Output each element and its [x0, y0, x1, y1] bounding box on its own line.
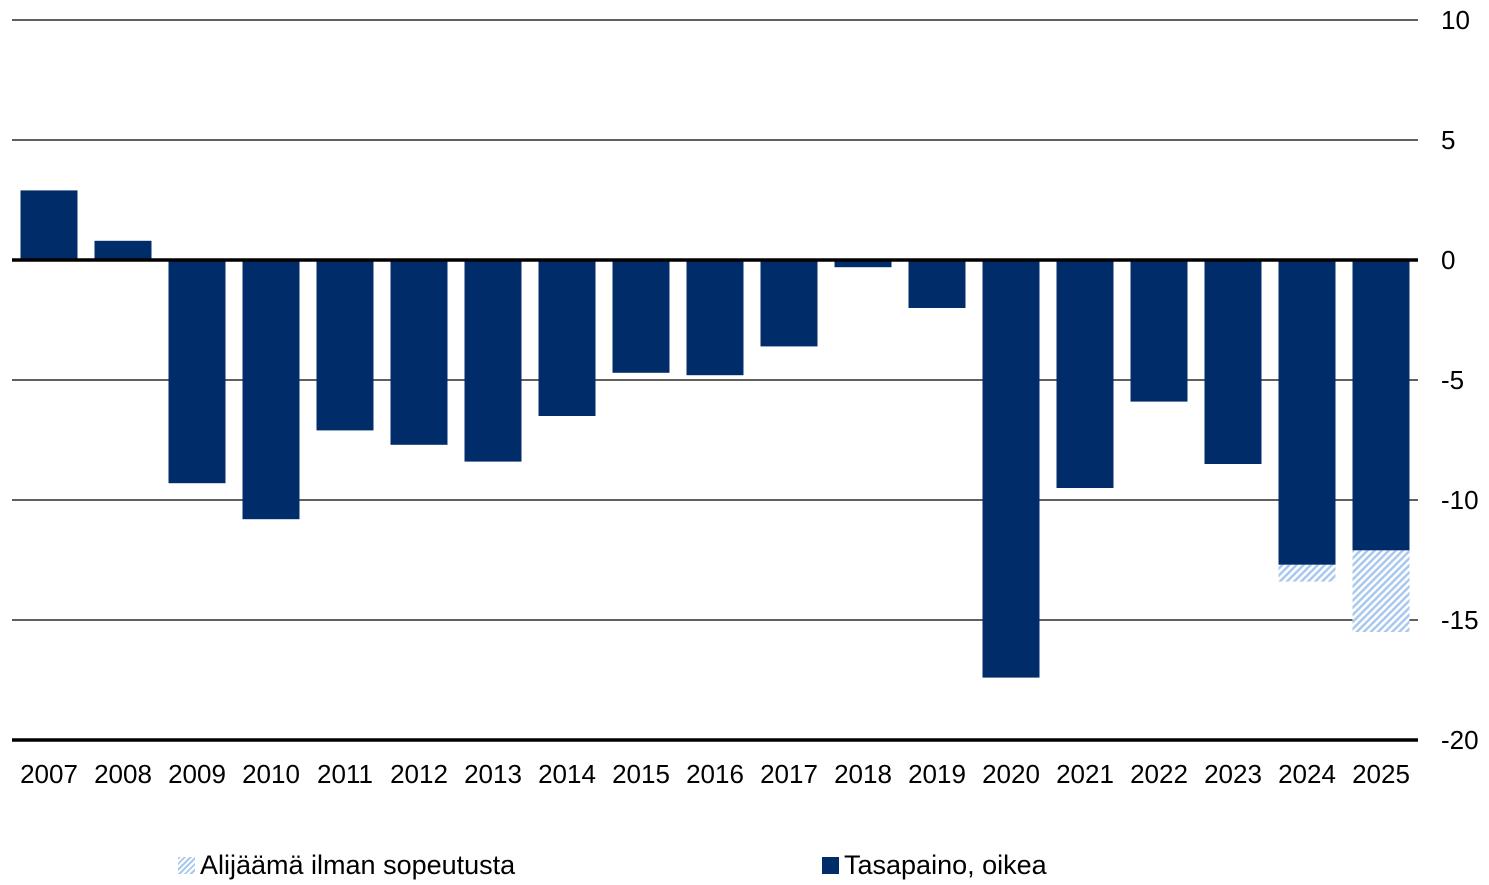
x-tick-label: 2009: [168, 759, 226, 789]
x-tick-label: 2007: [20, 759, 78, 789]
bar-balance-2016: [686, 260, 744, 376]
x-tick-label: 2015: [612, 759, 670, 789]
x-tick-label: 2011: [317, 759, 373, 789]
bar-balance-2018: [834, 260, 892, 268]
bars: [20, 190, 1410, 678]
legend-label: Alijäämä ilman sopeutusta: [200, 850, 516, 880]
legend-item-balance: Tasapaino, oikea: [822, 850, 1047, 881]
y-tick-label: -5: [1441, 365, 1464, 395]
bar-balance-2023: [1204, 260, 1262, 464]
x-tick-label: 2019: [908, 759, 966, 789]
x-axis-tick-labels: 2007 2008 2009 2010 2011 2012 2013 2014 2015 2016…: [20, 759, 1410, 789]
bar-balance-2013: [464, 260, 522, 462]
y-tick-label: -15: [1441, 605, 1479, 635]
x-tick-label: 2012: [390, 759, 448, 789]
x-tick-label: 2016: [686, 759, 744, 789]
x-tick-label: 2021: [1056, 759, 1114, 789]
x-tick-label: 2022: [1130, 759, 1188, 789]
y-tick-label: 10: [1441, 5, 1470, 35]
bar-balance-2015: [612, 260, 670, 373]
bar-balance-2022: [1130, 260, 1188, 402]
y-tick-label: -10: [1441, 485, 1479, 515]
bar-deficit-without-adjustment-2025: [1352, 550, 1410, 632]
x-tick-label: 2023: [1204, 759, 1262, 789]
x-tick-label: 2014: [538, 759, 596, 789]
x-tick-label: 2025: [1352, 759, 1410, 789]
y-tick-label: 5: [1441, 125, 1455, 155]
bar-balance-2008: [94, 240, 152, 260]
x-tick-label: 2017: [760, 759, 818, 789]
x-tick-label: 2008: [94, 759, 152, 789]
y-tick-label: -20: [1441, 725, 1479, 755]
x-tick-label: 2010: [242, 759, 300, 789]
hatched-square-icon: [178, 857, 195, 874]
bar-balance-2017: [760, 260, 818, 347]
bar-balance-2021: [1056, 260, 1114, 488]
bar-balance-2020: [982, 260, 1040, 678]
bar-balance-2012: [390, 260, 448, 445]
bar-balance-2024: [1278, 260, 1336, 565]
bar-balance-2011: [316, 260, 374, 431]
bar-balance-2019: [908, 260, 966, 308]
bar-balance-2009: [168, 260, 226, 484]
x-tick-label: 2013: [464, 759, 522, 789]
x-tick-label: 2018: [834, 759, 892, 789]
legend-label: Tasapaino, oikea: [844, 850, 1047, 880]
bar-deficit-without-adjustment-2024: [1278, 564, 1336, 582]
bar-balance-2010: [242, 260, 300, 520]
solid-square-icon: [822, 857, 839, 874]
y-axis-tick-labels: 10 5 0 -5 -10 -15 -20: [1441, 5, 1479, 755]
axes: [12, 258, 1418, 742]
legend-item-deficit-without-adjustment: Alijäämä ilman sopeutusta: [178, 850, 515, 881]
bar-balance-2025: [1352, 260, 1410, 551]
bar-balance-2014: [538, 260, 596, 416]
x-tick-label: 2024: [1278, 759, 1336, 789]
bar-balance-2007: [20, 190, 78, 260]
y-tick-label: 0: [1441, 245, 1455, 275]
x-tick-label: 2020: [982, 759, 1040, 789]
